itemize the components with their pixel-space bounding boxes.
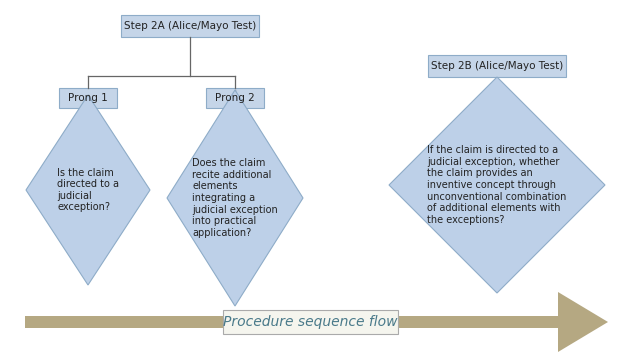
Text: Prong 2: Prong 2: [215, 93, 255, 103]
Text: Prong 1: Prong 1: [68, 93, 108, 103]
Text: If the claim is directed to a
judicial exception, whether
the claim provides an
: If the claim is directed to a judicial e…: [427, 145, 567, 225]
Polygon shape: [167, 90, 303, 306]
FancyBboxPatch shape: [223, 310, 398, 334]
FancyBboxPatch shape: [59, 88, 117, 108]
FancyBboxPatch shape: [428, 55, 566, 77]
Text: Procedure sequence flow: Procedure sequence flow: [223, 315, 398, 329]
Text: Step 2B (Alice/Mayo Test): Step 2B (Alice/Mayo Test): [431, 61, 563, 71]
Polygon shape: [558, 292, 608, 352]
FancyBboxPatch shape: [206, 88, 264, 108]
Text: Does the claim
recite additional
elements
integrating a
judicial exception
into : Does the claim recite additional element…: [192, 158, 278, 238]
Polygon shape: [26, 95, 150, 285]
Polygon shape: [25, 316, 558, 328]
Text: Is the claim
directed to a
judicial
exception?: Is the claim directed to a judicial exce…: [57, 167, 119, 212]
Polygon shape: [389, 77, 605, 293]
Text: Step 2A (Alice/Mayo Test): Step 2A (Alice/Mayo Test): [124, 21, 256, 31]
FancyBboxPatch shape: [121, 15, 259, 37]
